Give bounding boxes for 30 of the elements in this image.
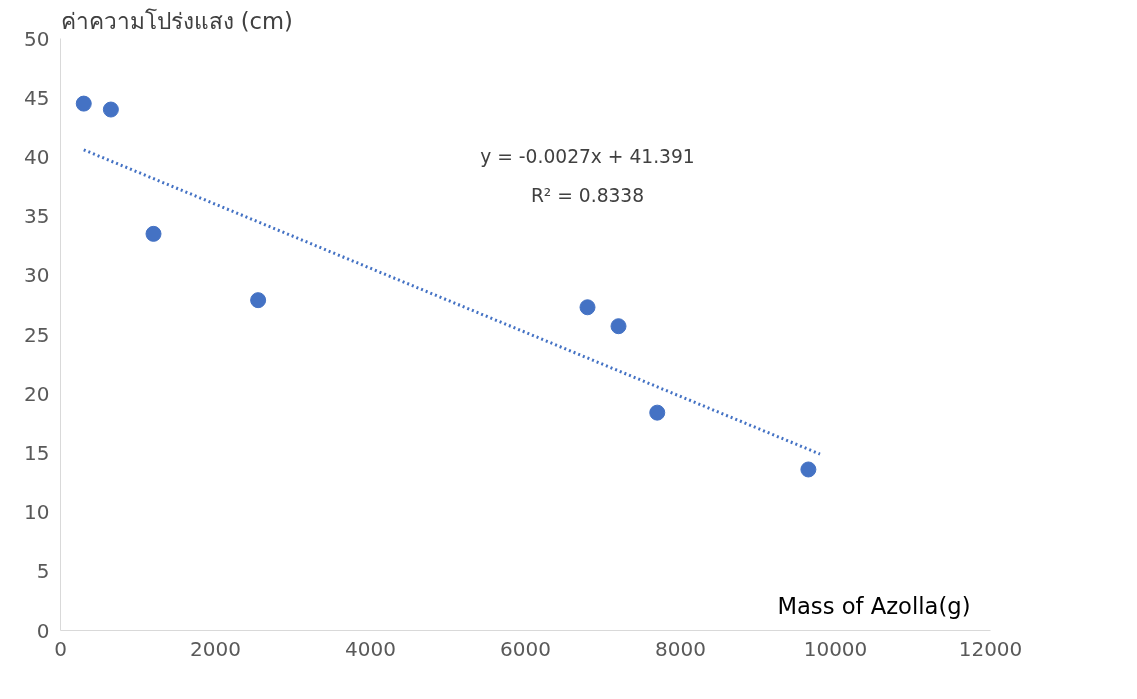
point xyxy=(102,101,119,118)
y-tick-label: 15 xyxy=(24,440,50,465)
point xyxy=(250,292,267,309)
point xyxy=(145,225,162,242)
x-tick-label: 2000 xyxy=(190,636,241,661)
y-tick-label: 45 xyxy=(24,85,50,110)
x-tick-label: 4000 xyxy=(345,636,396,661)
y-tick-label: 0 xyxy=(36,618,50,643)
point xyxy=(579,299,596,316)
y-tick-label: 5 xyxy=(36,559,50,584)
annotation: R² = 0.8338 xyxy=(530,185,645,207)
x-tick-label: 10000 xyxy=(803,636,868,661)
y-axis-title: ค่าความโปร่งแสง (cm) xyxy=(60,7,293,34)
y-tick-label: 40 xyxy=(24,144,50,169)
x-axis-title: Mass of Azolla(g) xyxy=(777,592,971,619)
y-tick-label: 25 xyxy=(24,322,50,347)
x-tick-label: 0 xyxy=(54,636,67,661)
point xyxy=(649,404,666,421)
point xyxy=(75,95,92,112)
x-tick-label: 12000 xyxy=(958,636,1023,661)
annotation: y = -0.0027x + 41.391 xyxy=(480,146,695,168)
y-tick-label: 35 xyxy=(24,204,50,229)
y-tick-label: 20 xyxy=(24,381,50,406)
y-tick-label: 30 xyxy=(24,263,50,288)
y-tick-label: 50 xyxy=(24,26,50,51)
x-tick-label: 8000 xyxy=(655,636,706,661)
point xyxy=(800,461,817,478)
y-tick-label: 10 xyxy=(24,500,50,525)
x-tick-label: 6000 xyxy=(500,636,551,661)
point xyxy=(610,318,627,335)
